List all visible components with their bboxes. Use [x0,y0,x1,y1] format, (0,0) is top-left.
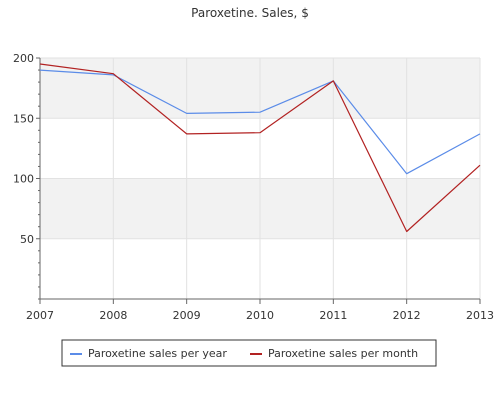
axes: 50 100 150 200 2007 2008 2009 2010 2011 2012 2013 [13,52,494,322]
chart-title: Paroxetine. Sales, $ [191,6,309,20]
x-tick-label: 2012 [393,309,421,322]
legend: Paroxetine sales per year Paroxetine sale… [61,339,437,367]
legend-box [61,339,437,367]
y-tick-label: 150 [13,112,34,125]
y-tick-label: 200 [13,52,34,65]
x-tick-label: 2013 [466,309,494,322]
y-tick-label: 100 [13,173,34,186]
x-tick-label: 2011 [319,309,347,322]
grid [39,57,481,299]
series-line-per-month [39,63,481,233]
x-tick-label: 2010 [246,309,274,322]
y-tick-label: 50 [20,233,34,246]
legend-label: Paroxetine sales per month [268,347,418,360]
series-lines [39,63,481,233]
series-line-per-year [39,69,481,175]
x-tick-label: 2008 [99,309,127,322]
x-tick-label: 2009 [173,309,201,322]
legend-label: Paroxetine sales per year [88,347,227,360]
x-tick-label: 2007 [26,309,54,322]
